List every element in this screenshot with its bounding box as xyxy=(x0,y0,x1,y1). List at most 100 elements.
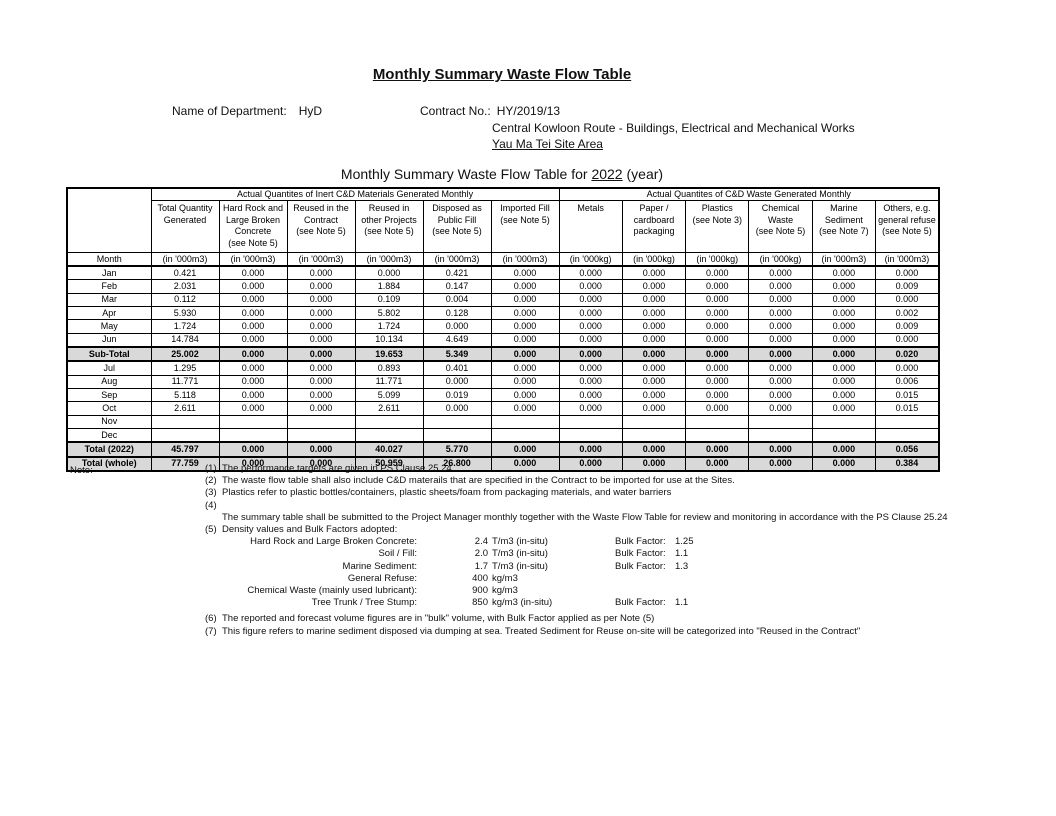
data-cell: 14.784 xyxy=(150,332,220,348)
data-cell: 0.000 xyxy=(422,401,492,416)
contract-description: Central Kowloon Route - Buildings, Elect… xyxy=(492,121,855,135)
data-cell: 40.027 xyxy=(354,441,424,458)
data-cell: 0.000 xyxy=(748,360,813,376)
data-cell: 0.000 xyxy=(811,388,877,403)
row-month-label: Mar xyxy=(66,292,152,308)
data-cell: 0.000 xyxy=(286,388,356,403)
data-cell: 5.349 xyxy=(422,346,492,363)
row-month-label: Jan xyxy=(66,265,152,281)
note-item: (7) This figure refers to marine sediment… xyxy=(205,626,1050,638)
density-label: General Refuse: xyxy=(347,572,417,584)
column-header: Paper / cardboard packaging xyxy=(621,200,687,253)
data-cell: 1.724 xyxy=(354,319,424,334)
data-cell: 0.000 xyxy=(685,360,750,376)
column-unit: (in '000kg) xyxy=(621,252,687,267)
data-cell: 0.000 xyxy=(621,292,687,308)
density-row: Chemical Waste (mainly used lubricant): 9… xyxy=(205,585,1050,597)
data-cell: 0.000 xyxy=(685,279,750,294)
month-column-spacer xyxy=(66,187,152,253)
data-cell: 0.000 xyxy=(218,279,288,294)
data-cell xyxy=(286,414,356,430)
data-cell xyxy=(354,428,424,443)
data-cell: 0.000 xyxy=(286,319,356,334)
density-value: 2.4 xyxy=(474,536,488,548)
data-cell: 0.000 xyxy=(748,388,813,403)
data-cell: 0.000 xyxy=(621,346,687,363)
row-month-label: Dec xyxy=(66,428,152,443)
data-cell: 0.000 xyxy=(874,265,940,281)
notes-label: Note: xyxy=(70,465,93,476)
data-cell: 0.384 xyxy=(874,455,940,473)
data-cell xyxy=(490,428,560,443)
note-number: (5) xyxy=(205,524,217,536)
data-cell: 0.000 xyxy=(811,265,877,281)
data-cell: 11.771 xyxy=(354,374,424,390)
density-label: Hard Rock and Large Broken Concrete: xyxy=(250,536,417,548)
density-label: Tree Trunk / Tree Stump: xyxy=(311,597,417,609)
data-cell: 2.611 xyxy=(150,401,220,416)
table-row: Jun 14.784 0.000 0.000 10.134 4.649 0.000 0.000… xyxy=(66,332,940,348)
data-cell: 0.000 xyxy=(621,265,687,281)
contract-value: HY/2019/13 xyxy=(496,104,561,118)
data-cell xyxy=(150,428,220,443)
data-cell: 0.000 xyxy=(748,306,813,321)
department-line: Name of Department: HyD xyxy=(172,104,322,118)
row-month-label: Apr xyxy=(66,306,152,321)
data-cell: 0.000 xyxy=(621,374,687,390)
data-cell: 0.000 xyxy=(748,374,813,390)
data-cell: 0.109 xyxy=(354,292,424,308)
group-header-row: Actual Quantites of Inert C&D Materials … xyxy=(66,187,940,253)
data-cell xyxy=(218,414,288,430)
note-number: (3) xyxy=(205,487,217,499)
note-item: The summary table shall be submitted to … xyxy=(205,512,1050,524)
column-header: Marine Sediment (see Note 7) xyxy=(811,200,877,253)
contract-line: Contract No.: HY/2019/13 xyxy=(420,104,560,118)
data-cell: 0.000 xyxy=(748,346,813,363)
density-value: 900 xyxy=(472,585,488,597)
bulk-factor-label: Bulk Factor: xyxy=(615,548,666,560)
data-cell: 0.000 xyxy=(621,401,687,416)
data-cell: 0.000 xyxy=(490,388,560,403)
data-cell: 50.959 xyxy=(354,455,424,473)
column-header: Others, e.g. general refuse (see Note 5) xyxy=(874,200,940,253)
data-cell: 0.015 xyxy=(874,401,940,416)
table-row: May 1.724 0.000 0.000 1.724 0.000 0.000 0.000 0.… xyxy=(66,319,940,334)
row-month-label: May xyxy=(66,319,152,334)
data-cell xyxy=(218,428,288,443)
table-row: Jan 0.421 0.000 0.000 0.000 0.421 0.000 0.000 0.… xyxy=(66,265,940,281)
data-cell: 0.000 xyxy=(558,388,623,403)
data-cell: 0.000 xyxy=(422,374,492,390)
note-number: (7) xyxy=(205,625,217,637)
column-header: Reused in the Contract (see Note 5) xyxy=(286,200,356,253)
data-cell xyxy=(748,428,813,443)
data-cell: 0.000 xyxy=(286,279,356,294)
data-cell: 0.000 xyxy=(748,319,813,334)
data-cell xyxy=(422,414,492,430)
column-unit: (in '000kg) xyxy=(748,252,813,267)
density-value: 1.7 xyxy=(474,560,488,572)
note-text: This figure refers to marine sediment di… xyxy=(222,625,861,637)
data-cell: 0.000 xyxy=(558,455,623,473)
column-unit: (in '000m3) xyxy=(354,252,424,267)
data-cell: 0.893 xyxy=(354,360,424,376)
data-cell: 0.000 xyxy=(218,401,288,416)
site-area: Yau Ma Tei Site Area xyxy=(492,137,603,151)
note-text: The summary table shall be submitted to … xyxy=(222,511,948,523)
subtitle-suffix: (year) xyxy=(622,166,664,182)
data-cell: 0.000 xyxy=(218,265,288,281)
data-cell: 0.015 xyxy=(874,388,940,403)
group-header-inert: Actual Quantites of Inert C&D Materials … xyxy=(150,187,560,201)
data-cell: 0.000 xyxy=(218,346,288,363)
data-cell: 0.000 xyxy=(621,455,687,473)
data-cell: 0.000 xyxy=(811,441,877,458)
data-cell: 5.930 xyxy=(150,306,220,321)
row-month-label: Total (2022) xyxy=(66,441,152,458)
column-unit: (in '000m3) xyxy=(150,252,220,267)
data-cell: 0.000 xyxy=(558,265,623,281)
row-month-label: Total (whole) xyxy=(66,455,152,473)
note-number xyxy=(205,512,222,524)
department-value: HyD xyxy=(298,104,323,118)
data-cell: 0.000 xyxy=(811,279,877,294)
data-cell: 0.000 xyxy=(558,279,623,294)
